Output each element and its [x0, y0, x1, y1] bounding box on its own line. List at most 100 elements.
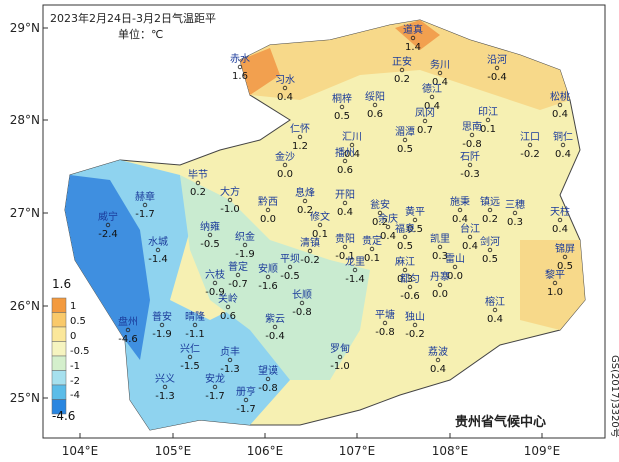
station-name: 余庆 [378, 212, 398, 225]
station-value: -1.7 [135, 209, 155, 220]
station-dot [412, 217, 418, 223]
legend-label: -1 [70, 361, 80, 372]
station-dot [527, 142, 533, 148]
station-value: -0.4 [487, 72, 507, 83]
station-dot [410, 35, 416, 41]
station-name: 麻江 [395, 255, 415, 268]
station-dot [159, 322, 165, 328]
station-dot [557, 102, 563, 108]
station-dot [494, 65, 500, 71]
station-value: 0.5 [334, 111, 350, 122]
legend-label: 0.5 [70, 316, 86, 327]
station-value: -1.5 [180, 361, 200, 372]
station-name: 独山 [405, 310, 425, 323]
station-dot [212, 280, 218, 286]
station-value: 0.3 [507, 217, 523, 228]
station-dot [162, 384, 168, 390]
station-value: -1.6 [258, 281, 278, 292]
station-dot [225, 304, 231, 310]
lon-label: 109°E [524, 444, 561, 458]
legend-swatch [51, 399, 67, 415]
station-value: 0.4 [487, 314, 503, 325]
station-name: 正安 [392, 55, 412, 68]
station-name: 剑河 [480, 235, 500, 248]
station-value: -0.7 [228, 279, 248, 290]
station-dot [235, 272, 241, 278]
station-dot [467, 234, 473, 240]
station-dot [243, 397, 249, 403]
station-value: -2.4 [98, 229, 118, 240]
station-name: 黄平 [405, 205, 425, 218]
station-dot [422, 118, 428, 124]
station-dot [407, 284, 413, 290]
station-dot [282, 162, 288, 168]
station-dot [237, 64, 243, 70]
station-name: 兴仁 [180, 343, 200, 355]
station-value: 0.4 [452, 214, 468, 225]
station-name: 雷山 [445, 253, 465, 265]
station-dot [302, 198, 308, 204]
station-dot [402, 234, 408, 240]
station-dot [337, 354, 343, 360]
station-name: 桐梓 [332, 92, 352, 105]
station-name: 关岭 [218, 292, 238, 305]
station-name: 凯里 [430, 232, 450, 245]
station-dot [492, 307, 498, 313]
station-name: 普定 [228, 260, 248, 273]
station-value: -0.8 [462, 139, 482, 150]
station-dot [485, 117, 491, 123]
station-dot [349, 142, 355, 148]
station-name: 贵阳 [335, 232, 355, 245]
station-value: -0.5 [280, 271, 300, 282]
station-name: 晴隆 [185, 310, 205, 323]
station-value: -1.0 [220, 204, 240, 215]
station-name: 瓮安 [370, 198, 390, 211]
legend-label: -4.6 [52, 409, 75, 423]
station-name: 兴义 [155, 373, 175, 385]
station-name: 习水 [275, 74, 295, 86]
station-value: 0.4 [555, 149, 571, 160]
station-name: 丹寨 [430, 270, 450, 283]
station-dot [265, 207, 271, 213]
station-dot [317, 222, 323, 228]
station-name: 长顺 [292, 289, 312, 301]
station-name: 黎平 [545, 268, 565, 281]
station-value: 0.5 [397, 241, 413, 252]
legend-label: -4 [70, 390, 80, 401]
title: 2023年2月24日-3月2日气温距平 [50, 11, 216, 25]
station-name: 石阡 [460, 151, 480, 163]
station-dot [487, 207, 493, 213]
lat-label: 25°N [10, 391, 40, 405]
station-value: 0.4 [344, 149, 360, 160]
legend-label: 1.6 [52, 277, 71, 291]
legend-label: -0.5 [70, 346, 90, 357]
station-value: 0.4 [432, 77, 448, 88]
station-dot [227, 197, 233, 203]
station-name: 赫章 [135, 190, 155, 203]
station-name: 罗甸 [330, 342, 350, 355]
station-name: 汇川 [342, 130, 362, 143]
station-name: 望谟 [258, 364, 278, 377]
station-name: 都匀 [400, 273, 420, 285]
station-name: 思南 [462, 120, 482, 133]
station-name: 开阳 [335, 189, 355, 201]
station-value: 0.5 [407, 224, 423, 235]
station-value: 0.4 [277, 92, 293, 103]
station-name: 德江 [422, 82, 442, 95]
legend-label: 0 [70, 331, 76, 342]
station-value: 0.1 [480, 124, 496, 135]
station-name: 安龙 [205, 372, 225, 385]
lon-label: 108°E [432, 444, 469, 458]
lat-label: 27°N [10, 206, 40, 220]
station-name: 黔西 [258, 195, 278, 208]
station-dot [467, 162, 473, 168]
station-dot [282, 85, 288, 91]
station-value: 0.4 [552, 224, 568, 235]
station-dot [369, 246, 375, 252]
station-dot [142, 202, 148, 208]
station-dot [372, 102, 378, 108]
station-name: 务川 [430, 58, 450, 71]
station-value: 0.1 [312, 229, 328, 240]
station-dot [195, 180, 201, 186]
station-dot [342, 200, 348, 206]
